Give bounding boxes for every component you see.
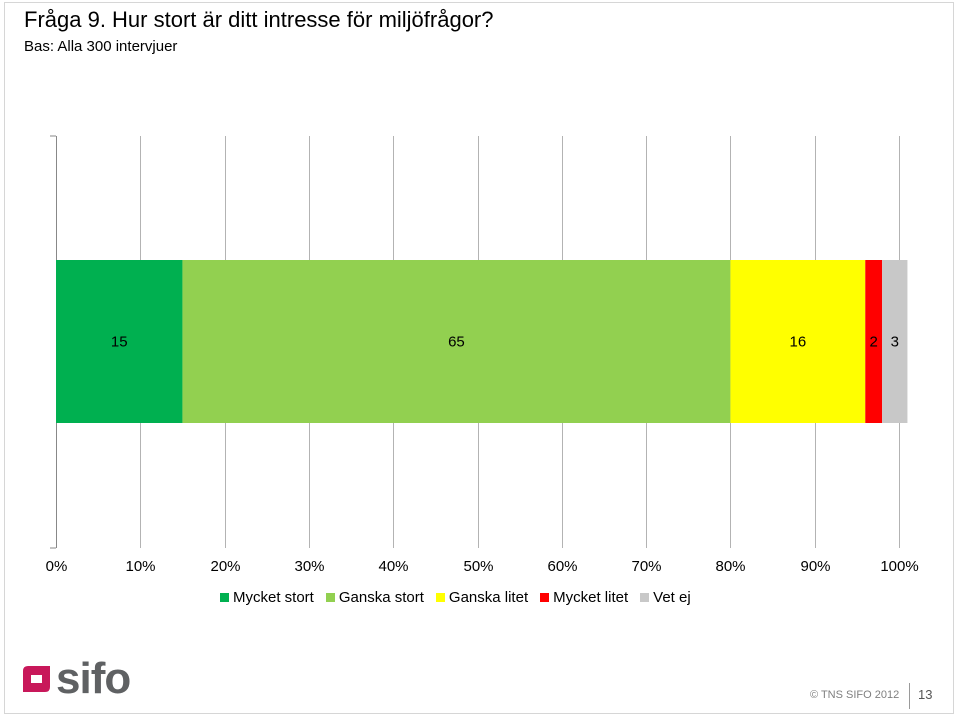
sifo-logo: sifo <box>20 654 131 703</box>
legend-label: Ganska litet <box>448 588 529 606</box>
chart-title: Fråga 9. Hur stort är ditt intresse för … <box>24 7 494 32</box>
data-label: 2 <box>870 334 878 351</box>
legend-swatch <box>540 592 550 602</box>
chart-subtitle: Bas: Alla 300 intervjuer <box>24 38 178 55</box>
x-tick-label: 80% <box>715 558 745 575</box>
page-number: 13 <box>918 687 933 702</box>
slide-border <box>4 2 954 714</box>
copyright-text: © TNS SIFO 2012 <box>810 689 900 701</box>
legend-item: Ganska litet <box>435 588 529 606</box>
legend-swatch <box>325 592 335 602</box>
x-tick-label: 70% <box>631 558 661 575</box>
legend-swatch <box>640 592 650 602</box>
x-tick-label: 40% <box>378 558 408 575</box>
bar-segment-2 <box>182 260 731 423</box>
x-tick-label: 100% <box>880 558 918 575</box>
legend-label: Mycket litet <box>553 588 629 606</box>
data-label: 3 <box>891 334 899 351</box>
data-label: 65 <box>448 334 465 351</box>
bar-segment-3 <box>730 260 866 423</box>
sifo-logo-text: sifo <box>56 654 131 703</box>
bar-segment-1 <box>56 260 183 423</box>
stacked-bar-chart: 0% 10% 20% 30% 40% 50% 60% 70% 80% 90% 100% 15 65 16 2… <box>46 135 919 575</box>
footer-divider <box>909 683 910 709</box>
legend-item: Vet ej <box>640 589 691 606</box>
x-tick-label: 30% <box>294 558 324 575</box>
data-label: 16 <box>789 334 806 351</box>
legend-swatch <box>220 592 229 602</box>
legend-label: Ganska stort <box>338 588 424 606</box>
x-tick-label: 10% <box>125 558 155 575</box>
x-tick-label: 60% <box>547 558 577 575</box>
legend-item: Ganska stort <box>325 588 424 606</box>
x-tick-label: 90% <box>800 558 830 575</box>
sifo-logo-mark-icon <box>23 666 50 692</box>
legend-label: Mycket stort <box>233 588 314 606</box>
x-tick-label: 0% <box>46 558 68 575</box>
bar-segment-5 <box>882 260 908 423</box>
legend-label: Vet ej <box>653 588 691 606</box>
x-tick-label: 50% <box>463 558 493 575</box>
chart-legend: Mycket stort Ganska stort Ganska litet Myck… <box>220 587 703 607</box>
legend-item: Mycket stort <box>220 589 314 606</box>
data-label: 15 <box>111 334 128 351</box>
legend-item: Mycket litet <box>540 589 628 606</box>
legend-swatch <box>435 592 445 602</box>
bar-segment-4 <box>865 260 883 423</box>
x-tick-label: 20% <box>210 558 240 575</box>
